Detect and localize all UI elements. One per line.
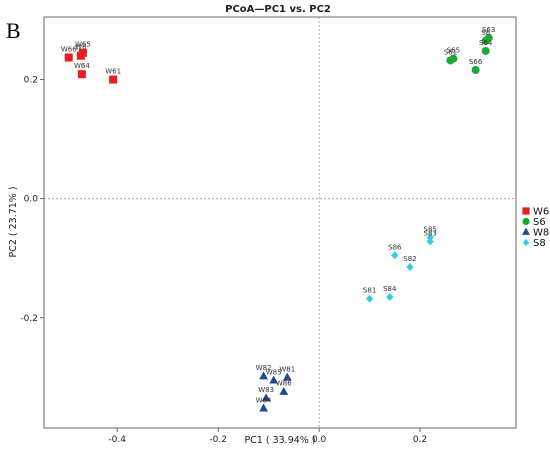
- legend-label: W8: [533, 228, 549, 239]
- point-label: S86: [388, 243, 402, 251]
- point-label: S63: [482, 26, 495, 34]
- point-label: S84: [383, 285, 397, 293]
- point-s8: [366, 294, 374, 303]
- point-s6: [481, 36, 490, 45]
- point-label: W64: [74, 62, 90, 70]
- x-axis-ticks: -0.4 -0.2 0.0 0.2: [108, 428, 427, 445]
- x-tick-label: -0.2: [209, 435, 227, 445]
- panel-letter: B: [6, 18, 21, 43]
- y-axis-label: PC2 ( 23.71% ): [8, 186, 19, 257]
- point-w6: [76, 51, 85, 60]
- point-w6: [77, 70, 86, 79]
- x-axis-label: PC1 ( 33.94% ): [244, 435, 315, 446]
- legend-label: S6: [533, 217, 546, 228]
- point-label: W83: [258, 386, 274, 394]
- point-label: W65: [75, 41, 91, 49]
- point-w8: [269, 375, 279, 384]
- point-s8: [426, 233, 434, 242]
- x-tick-label: 0.0: [312, 435, 327, 445]
- point-label: S64: [479, 39, 493, 47]
- point-s8: [391, 251, 399, 260]
- y-tick-label: 0.2: [24, 76, 38, 86]
- point-s8: [386, 292, 394, 301]
- point-label: W6: [75, 44, 87, 52]
- point-label: W84: [256, 396, 272, 404]
- legend-marker-s6: [522, 217, 530, 226]
- legend-label: W6: [533, 207, 549, 218]
- point-s6: [481, 46, 490, 55]
- point-label: W85: [266, 368, 282, 376]
- point-s8: [426, 237, 434, 246]
- point-label: S83: [424, 230, 437, 238]
- point-s6: [471, 66, 480, 75]
- legend-label: S8: [533, 238, 546, 249]
- x-tick-label: -0.4: [108, 435, 126, 445]
- legend-marker-s8: [522, 238, 530, 247]
- x-tick-label: 0.2: [413, 435, 427, 445]
- point-w8: [259, 371, 268, 380]
- point-s6: [449, 54, 458, 63]
- point-w8: [279, 386, 289, 395]
- legend-marker-w8: [522, 227, 530, 235]
- point-s8: [406, 263, 414, 272]
- plot-frame: [43, 16, 517, 429]
- point-w6: [64, 53, 73, 62]
- point-label: S66: [469, 58, 483, 66]
- point-label: W81: [279, 365, 295, 373]
- point-label: W82: [256, 364, 272, 372]
- legend-marker-w6: [522, 207, 530, 215]
- y-tick-label: 0.0: [24, 195, 39, 205]
- point-label: W66: [61, 46, 77, 54]
- y-axis-ticks: 0.2 0.0 -0.2: [20, 76, 44, 324]
- point-w6: [109, 75, 118, 84]
- point-label: S65: [447, 47, 460, 55]
- point-label: S61: [444, 48, 457, 56]
- point-label: S6: [481, 29, 490, 37]
- point-label: S85: [424, 225, 437, 233]
- chart-title: PCoA—PC1 vs. PC2: [225, 4, 331, 15]
- y-tick-label: -0.2: [20, 314, 38, 324]
- point-w8: [261, 393, 271, 402]
- point-label: W86: [276, 380, 292, 388]
- point-label: W61: [105, 68, 121, 76]
- point-label: S82: [403, 255, 416, 263]
- point-label: S81: [363, 287, 376, 295]
- point-w8: [282, 372, 292, 381]
- point-w8: [259, 403, 268, 412]
